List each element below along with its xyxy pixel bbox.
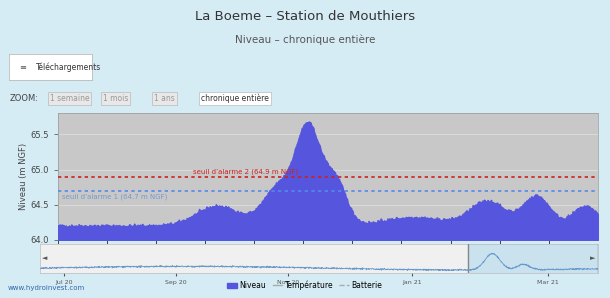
- Legend: Niveau, Température, Batterie: Niveau, Température, Batterie: [228, 281, 382, 290]
- Text: chronique entière: chronique entière: [201, 94, 269, 103]
- Text: Niveau – chronique entière: Niveau – chronique entière: [235, 34, 375, 45]
- Text: seuil d’alarme 1 (64.7 m NGF): seuil d’alarme 1 (64.7 m NGF): [62, 193, 167, 200]
- Text: ZOOM:: ZOOM:: [9, 94, 38, 103]
- Text: 1 semaine: 1 semaine: [49, 94, 89, 103]
- Text: 1 mois: 1 mois: [103, 94, 129, 103]
- Text: ►: ►: [590, 255, 595, 262]
- Text: ≡: ≡: [19, 63, 26, 72]
- Text: Téléchargements: Téléchargements: [35, 62, 101, 72]
- Y-axis label: Niveau (m NGF): Niveau (m NGF): [19, 143, 27, 210]
- Text: 1 ans: 1 ans: [154, 94, 175, 103]
- Text: seuil d’alarme 2 (64.9 m NGF): seuil d’alarme 2 (64.9 m NGF): [193, 168, 298, 175]
- Text: ◄: ◄: [43, 255, 48, 262]
- Text: www.hydroinvest.com: www.hydroinvest.com: [7, 285, 85, 291]
- Text: La Boeme – Station de Mouthiers: La Boeme – Station de Mouthiers: [195, 10, 415, 23]
- Bar: [467, 244, 598, 273]
